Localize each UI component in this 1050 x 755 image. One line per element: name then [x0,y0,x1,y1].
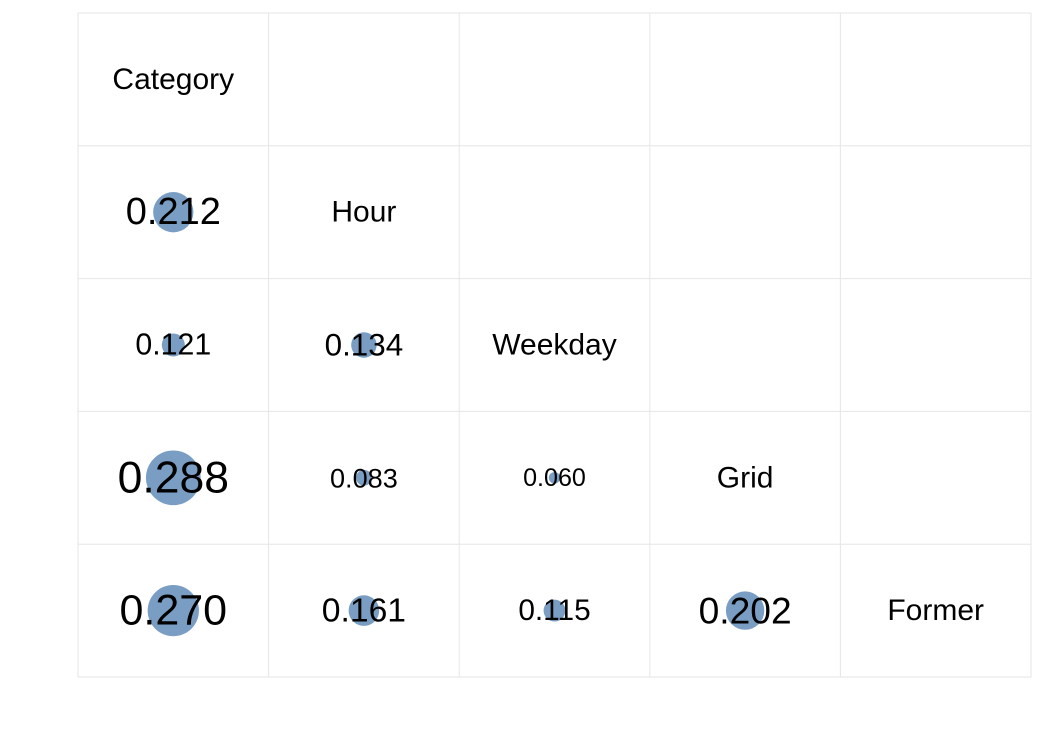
variable-label: Hour [331,196,396,229]
value-marker [153,192,194,233]
value-label: 0.212 [126,191,221,233]
value-label: 0.115 [518,594,590,627]
value-marker [161,333,185,357]
value-label: 0.083 [330,462,398,493]
value-label: 0.060 [523,464,586,492]
value-marker [351,332,377,358]
value-label: 0.161 [322,592,406,630]
value-label: 0.288 [118,453,229,502]
value-label: 0.121 [135,329,211,362]
variable-label: Grid [717,461,774,494]
value-marker [548,472,561,484]
variable-label: Category [112,63,234,96]
value-marker [145,450,201,506]
value-label: 0.202 [699,590,792,632]
value-marker [725,591,765,630]
value-label: 0.134 [325,328,404,363]
value-marker [356,469,372,486]
variable-label: Weekday [492,329,617,362]
value-marker [147,584,199,637]
value-label: 0.270 [119,587,227,635]
value-marker [543,599,566,622]
value-marker [348,595,380,626]
variable-label: Former [887,594,984,627]
